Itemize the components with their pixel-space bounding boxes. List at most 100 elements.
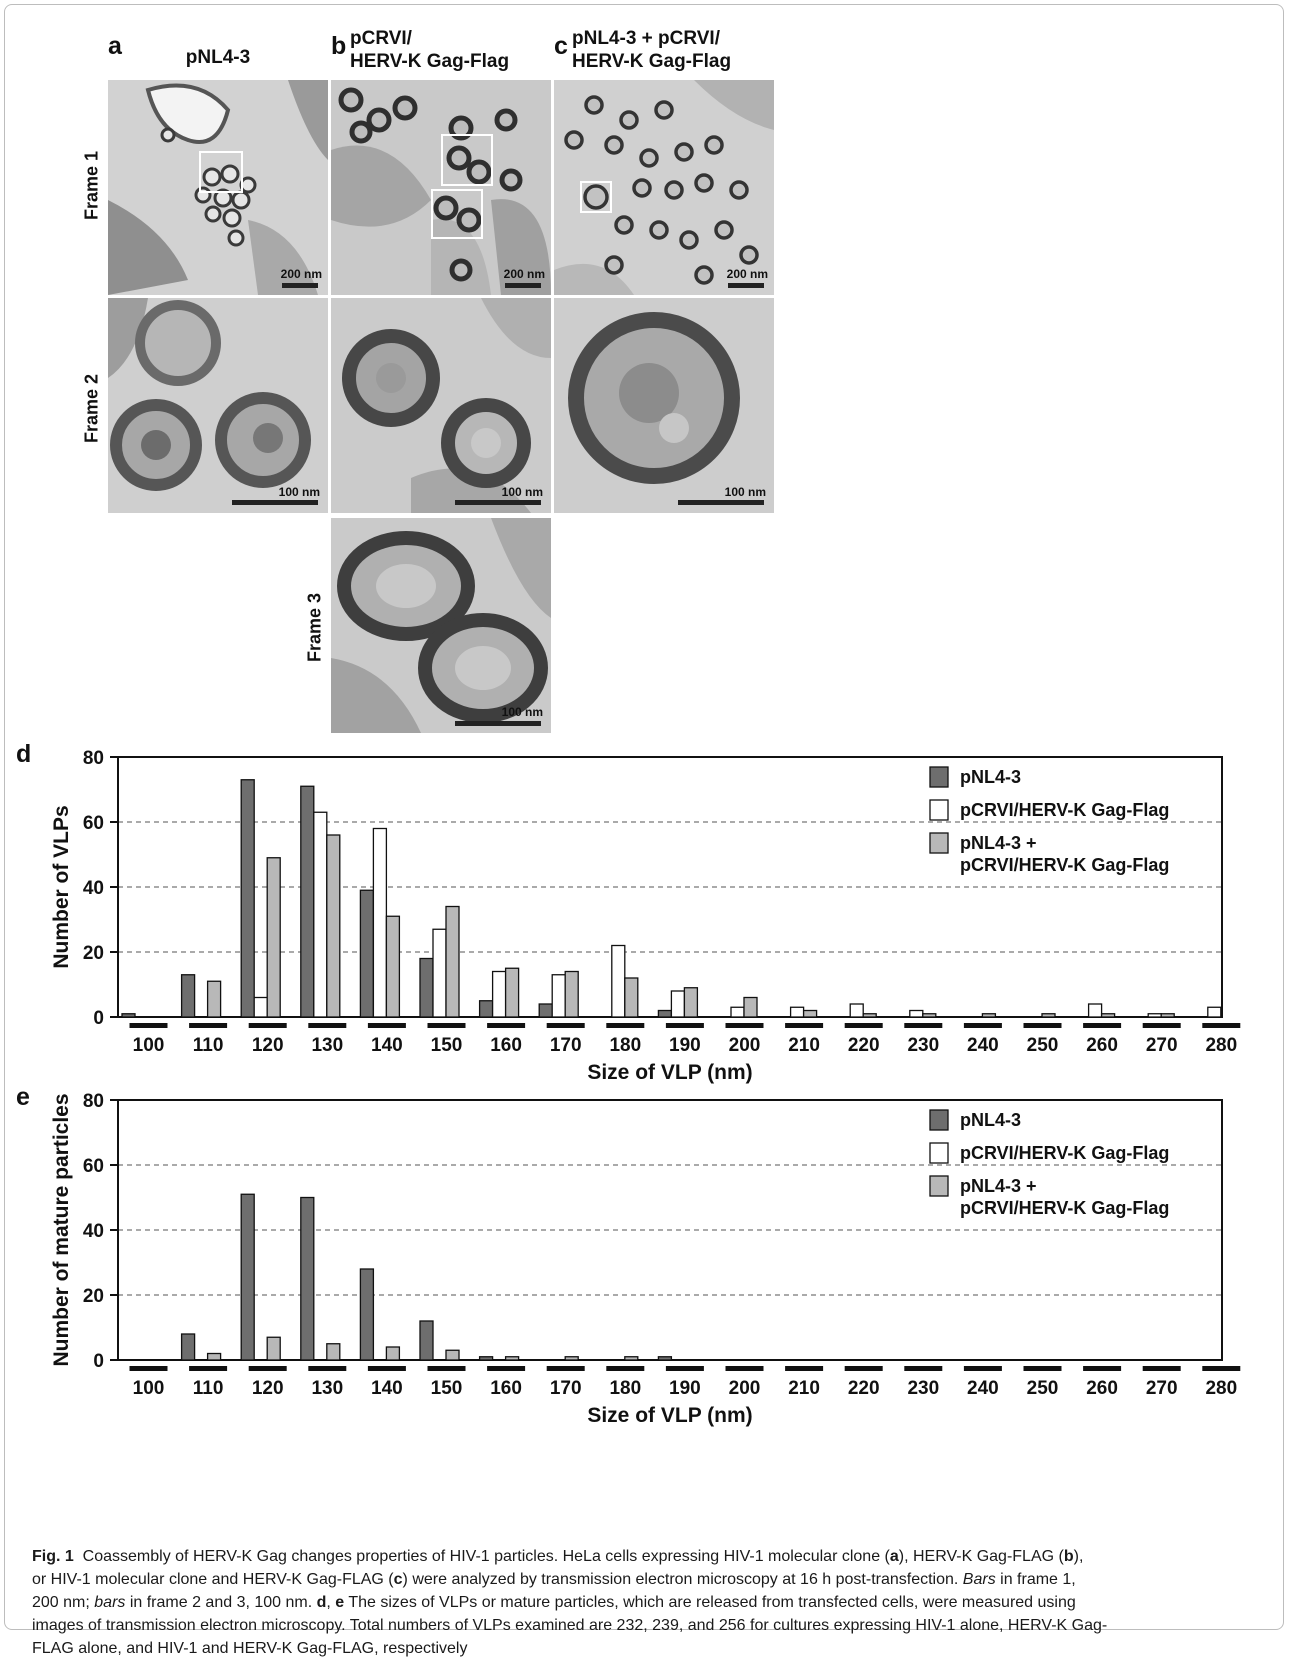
caption-text: ), HERV-K Gag-FLAG ( bbox=[898, 1548, 1064, 1565]
caption-italic: Bars bbox=[962, 1571, 996, 1588]
legend-label: pNL4-3 bbox=[960, 1110, 1021, 1130]
y-tick-label: 0 bbox=[93, 1351, 104, 1372]
em-image-b-frame2 bbox=[331, 298, 551, 513]
category-marker bbox=[665, 1366, 704, 1371]
x-tick-label: 170 bbox=[550, 1035, 582, 1056]
y-tick-label: 20 bbox=[83, 1286, 104, 1307]
x-tick-label: 150 bbox=[431, 1378, 463, 1399]
category-marker bbox=[606, 1366, 645, 1371]
caption-text: Coassembly of HERV-K Gag changes propert… bbox=[82, 1548, 890, 1565]
bar bbox=[743, 996, 758, 1018]
row-label-frame1: Frame 1 bbox=[81, 150, 102, 221]
scalebar-label-c2: 100 nm bbox=[724, 485, 766, 499]
x-tick-label: 130 bbox=[311, 1378, 343, 1399]
panel-title-b: pCRVI/ HERV-K Gag-Flag bbox=[350, 27, 550, 73]
category-marker bbox=[1023, 1023, 1062, 1028]
x-tick-label: 180 bbox=[609, 1378, 641, 1399]
x-tick-label: 250 bbox=[1027, 1378, 1059, 1399]
category-marker bbox=[427, 1023, 466, 1028]
legend-swatch bbox=[929, 1175, 949, 1197]
scalebar-label-b2: 100 nm bbox=[501, 485, 543, 499]
bar bbox=[419, 957, 434, 1018]
x-tick-label: 100 bbox=[133, 1378, 165, 1399]
bar bbox=[300, 1196, 315, 1361]
bar bbox=[909, 1009, 924, 1018]
em-image-b-frame1 bbox=[331, 80, 551, 295]
x-tick-label: 100 bbox=[133, 1035, 165, 1056]
x-axis-label: Size of VLP (nm) bbox=[587, 1061, 752, 1084]
bar bbox=[326, 1343, 341, 1361]
category-marker bbox=[546, 1366, 585, 1371]
category-marker bbox=[1083, 1366, 1122, 1371]
caption-ref-a: a bbox=[889, 1548, 899, 1565]
x-tick-label: 140 bbox=[371, 1035, 403, 1056]
scalebar-c1 bbox=[728, 283, 764, 288]
caption-text: or HIV-1 molecular clone and HERV-K Gag-… bbox=[32, 1571, 394, 1588]
x-tick-label: 110 bbox=[193, 1035, 224, 1056]
bar bbox=[359, 1268, 375, 1361]
bar bbox=[300, 785, 315, 1018]
category-marker bbox=[785, 1023, 824, 1028]
em-image-a-frame2 bbox=[108, 298, 328, 513]
bar bbox=[432, 928, 447, 1018]
bar bbox=[359, 889, 375, 1018]
bar bbox=[670, 990, 686, 1018]
x-tick-label: 210 bbox=[788, 1035, 820, 1056]
bar bbox=[564, 1356, 579, 1361]
em-image-c-frame1 bbox=[554, 80, 774, 295]
caption-fig-label: Fig. 1 bbox=[32, 1548, 74, 1565]
bar bbox=[445, 905, 460, 1018]
scalebar-a2 bbox=[232, 500, 318, 505]
bar bbox=[657, 1009, 673, 1018]
caption-text: , bbox=[326, 1594, 336, 1611]
bar bbox=[385, 1346, 401, 1361]
x-tick-label: 260 bbox=[1086, 1035, 1118, 1056]
bar bbox=[266, 1336, 281, 1361]
category-marker bbox=[665, 1023, 704, 1028]
bar bbox=[491, 970, 507, 1018]
category-marker bbox=[1202, 1366, 1241, 1371]
bar bbox=[849, 1003, 864, 1018]
bar bbox=[266, 857, 281, 1018]
x-tick-label: 190 bbox=[669, 1035, 701, 1056]
row-label-frame3: Frame 3 bbox=[304, 592, 325, 663]
x-tick-label: 160 bbox=[490, 1378, 522, 1399]
category-marker bbox=[189, 1366, 228, 1371]
category-marker bbox=[427, 1366, 466, 1371]
x-tick-label: 260 bbox=[1086, 1378, 1118, 1399]
panel-title-c: pNL4-3 + pCRVI/ HERV-K Gag-Flag bbox=[572, 27, 772, 73]
y-tick-label: 80 bbox=[83, 1091, 104, 1112]
x-tick-label: 160 bbox=[490, 1035, 522, 1056]
x-tick-label: 120 bbox=[252, 1035, 284, 1056]
category-marker bbox=[189, 1023, 228, 1028]
caption-ref-d: d bbox=[316, 1594, 327, 1611]
em-image-b-frame3 bbox=[331, 518, 551, 733]
caption-text: FLAG alone, and HIV-1 and HERV-K Gag-FLA… bbox=[32, 1640, 468, 1657]
bar bbox=[445, 1349, 460, 1361]
panel-letter-b: b bbox=[331, 32, 347, 60]
y-tick-label: 20 bbox=[83, 943, 104, 964]
caption-text: in frame 1, bbox=[995, 1571, 1076, 1588]
x-tick-label: 270 bbox=[1146, 1378, 1178, 1399]
caption-ref-e: e bbox=[335, 1594, 345, 1611]
category-marker bbox=[487, 1023, 526, 1028]
em-image-a-frame1 bbox=[108, 80, 328, 295]
figure-caption: Fig. 1 Coassembly of HERV-K Gag changes … bbox=[32, 1545, 1262, 1660]
category-marker bbox=[487, 1366, 526, 1371]
legend-label: pNL4-3 bbox=[960, 767, 1021, 787]
bar bbox=[922, 1013, 937, 1018]
category-marker bbox=[1023, 1366, 1062, 1371]
panel-letter-d: d bbox=[16, 740, 32, 768]
category-marker bbox=[546, 1023, 585, 1028]
bar bbox=[313, 811, 328, 1018]
bar bbox=[789, 1006, 805, 1018]
x-tick-label: 280 bbox=[1205, 1378, 1237, 1399]
category-marker bbox=[367, 1023, 406, 1028]
category-marker bbox=[725, 1366, 764, 1371]
x-tick-label: 230 bbox=[907, 1035, 939, 1056]
category-marker bbox=[1083, 1023, 1122, 1028]
bar bbox=[206, 980, 222, 1018]
bar bbox=[206, 1352, 222, 1361]
y-tick-label: 80 bbox=[83, 748, 104, 769]
legend-swatch bbox=[929, 799, 949, 821]
